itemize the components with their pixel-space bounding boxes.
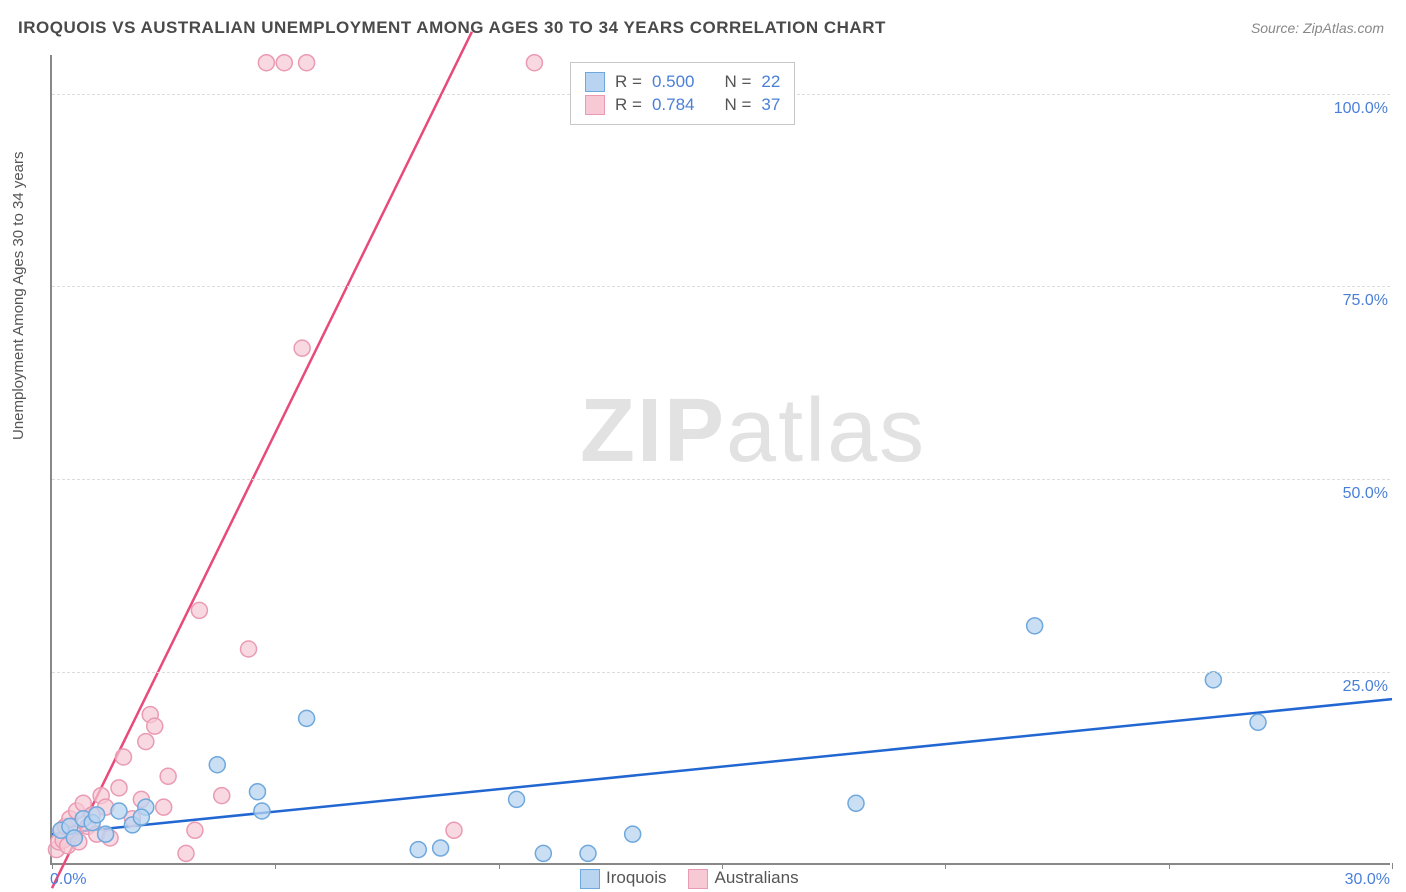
iroquois-point xyxy=(133,809,149,825)
plot-svg xyxy=(52,55,1390,863)
y-tick-label: 25.0% xyxy=(1343,678,1388,696)
australians-point xyxy=(115,749,131,765)
iroquois-point xyxy=(535,845,551,861)
legend-swatch xyxy=(585,72,605,92)
iroquois-point xyxy=(299,710,315,726)
legend-n-label: N = xyxy=(724,95,751,115)
x-tick xyxy=(52,863,53,869)
gridline xyxy=(52,286,1390,287)
legend-row: R = 0.500 N = 22 xyxy=(585,72,780,92)
iroquois-point xyxy=(98,826,114,842)
iroquois-point xyxy=(209,757,225,773)
iroquois-point xyxy=(111,803,127,819)
australians-point xyxy=(276,55,292,71)
legend-swatch xyxy=(585,95,605,115)
legend-item: Australians xyxy=(688,868,798,889)
australians-point xyxy=(241,641,257,657)
x-tick xyxy=(1392,863,1393,869)
iroquois-point xyxy=(1250,714,1266,730)
australians-point xyxy=(156,799,172,815)
iroquois-point xyxy=(249,784,265,800)
australians-regression-line xyxy=(52,32,472,888)
legend-swatch xyxy=(580,869,600,889)
australians-point xyxy=(294,340,310,356)
source-attribution: Source: ZipAtlas.com xyxy=(1251,20,1384,36)
legend-n-label: N = xyxy=(724,72,751,92)
iroquois-point xyxy=(1205,672,1221,688)
chart-container: IROQUOIS VS AUSTRALIAN UNEMPLOYMENT AMON… xyxy=(0,0,1406,892)
legend-item: Iroquois xyxy=(580,868,666,889)
legend-r-value: 0.784 xyxy=(652,95,695,115)
y-tick-label: 50.0% xyxy=(1343,485,1388,503)
australians-point xyxy=(526,55,542,71)
iroquois-point xyxy=(1027,618,1043,634)
legend-swatch xyxy=(688,869,708,889)
iroquois-point xyxy=(410,842,426,858)
iroquois-point xyxy=(89,807,105,823)
iroquois-point xyxy=(433,840,449,856)
series-legend: Iroquois Australians xyxy=(580,868,799,889)
iroquois-point xyxy=(580,845,596,861)
gridline xyxy=(52,672,1390,673)
x-tick xyxy=(499,863,500,869)
legend-label: Australians xyxy=(714,868,798,887)
legend-r-label: R = xyxy=(615,95,642,115)
iroquois-regression-line xyxy=(52,699,1392,834)
plot-area xyxy=(50,55,1390,865)
legend-n-value: 37 xyxy=(761,95,780,115)
y-tick-label: 75.0% xyxy=(1343,292,1388,310)
gridline xyxy=(52,479,1390,480)
legend-r-value: 0.500 xyxy=(652,72,695,92)
iroquois-point xyxy=(509,791,525,807)
australians-point xyxy=(138,734,154,750)
x-tick-label: 30.0% xyxy=(1345,871,1390,889)
australians-point xyxy=(187,822,203,838)
x-tick xyxy=(1169,863,1170,869)
australians-point xyxy=(258,55,274,71)
legend-row: R = 0.784 N = 37 xyxy=(585,95,780,115)
australians-point xyxy=(446,822,462,838)
australians-point xyxy=(147,718,163,734)
x-tick xyxy=(275,863,276,869)
y-tick-label: 100.0% xyxy=(1334,100,1388,118)
australians-point xyxy=(214,788,230,804)
australians-point xyxy=(111,780,127,796)
legend-n-value: 22 xyxy=(761,72,780,92)
iroquois-point xyxy=(848,795,864,811)
iroquois-point xyxy=(625,826,641,842)
iroquois-point xyxy=(66,830,82,846)
legend-r-label: R = xyxy=(615,72,642,92)
x-tick-label: 0.0% xyxy=(50,871,86,889)
correlation-legend: R = 0.500 N = 22 R = 0.784 N = 37 xyxy=(570,62,795,125)
iroquois-point xyxy=(254,803,270,819)
australians-point xyxy=(160,768,176,784)
x-tick xyxy=(945,863,946,869)
australians-point xyxy=(299,55,315,71)
y-axis-label: Unemployment Among Ages 30 to 34 years xyxy=(10,151,27,440)
australians-point xyxy=(178,845,194,861)
legend-label: Iroquois xyxy=(606,868,666,887)
chart-title: IROQUOIS VS AUSTRALIAN UNEMPLOYMENT AMON… xyxy=(18,18,886,38)
australians-point xyxy=(191,602,207,618)
